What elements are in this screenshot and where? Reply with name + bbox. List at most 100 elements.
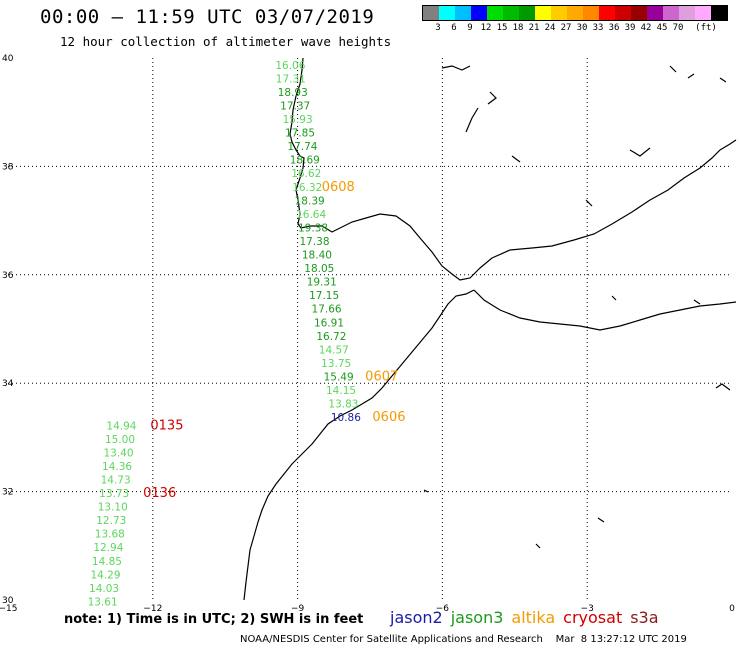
color-scale-swatch xyxy=(647,6,663,20)
color-scale-swatch xyxy=(615,6,631,20)
y-tick-label: 30 xyxy=(2,596,14,606)
color-scale-label: 45 xyxy=(656,23,668,33)
coastline-islands xyxy=(423,295,731,549)
wave-height-value: 15.49 xyxy=(324,371,354,383)
color-scale-swatch xyxy=(503,6,519,20)
satellite-legend: jason2 jason3 altika cryosat s3a xyxy=(390,608,667,627)
wave-height-value: 13.61 xyxy=(88,596,118,608)
wave-height-value: 14.15 xyxy=(326,385,356,397)
wave-height-value: 14.85 xyxy=(92,556,122,568)
color-scale-swatch xyxy=(567,6,583,20)
color-scale-label: 39 xyxy=(624,23,636,33)
wave-height-value: 15.00 xyxy=(105,434,135,446)
color-scale-label: 70 xyxy=(672,23,684,33)
color-scale-label: 3 xyxy=(435,23,441,33)
footer-note: note: 1) Time is in UTC; 2) SWH is in fe… xyxy=(64,612,364,627)
map-grid xyxy=(8,58,732,600)
pass-time-label: 0135 xyxy=(150,418,183,433)
satellite-legend-jason3: jason3 xyxy=(450,608,504,627)
color-scale-swatch xyxy=(631,6,647,20)
satellite-legend-s3a: s3a xyxy=(630,608,659,627)
color-scale-label: (ft) xyxy=(695,23,717,33)
wave-height-value: 15.93 xyxy=(283,114,313,126)
wave-height-value: 14.57 xyxy=(319,344,349,356)
color-scale-swatch xyxy=(551,6,567,20)
wave-height-value: 17.74 xyxy=(287,141,317,153)
wave-height-value: 13.40 xyxy=(103,447,133,459)
color-scale-label: 9 xyxy=(467,23,473,33)
wave-height-value: 17.31 xyxy=(276,73,306,85)
pass-time-label: 0136 xyxy=(143,486,176,501)
wave-height-value: 16.06 xyxy=(275,60,305,72)
color-scale-swatch xyxy=(439,6,455,20)
color-scale-label: 12 xyxy=(480,23,492,33)
x-tick-label: −15 xyxy=(0,604,18,614)
pass-time-labels: 0608 0607 0606 0135 0136 xyxy=(143,180,405,501)
axis-tick-labels: −15 −12 −9 −6 −3 0 40 38 36 34 32 30 xyxy=(0,54,735,614)
wave-height-value: 17.37 xyxy=(280,100,310,112)
color-scale-swatch xyxy=(663,6,679,20)
wave-height-value: 13.10 xyxy=(98,502,128,514)
wave-height-value: 14.03 xyxy=(89,583,119,595)
wave-height-value: 18.05 xyxy=(304,263,334,275)
y-tick-label: 34 xyxy=(2,379,14,389)
coastline-north-africa xyxy=(473,289,737,331)
wave-height-value: 12.94 xyxy=(93,542,123,554)
wave-height-value: 19.38 xyxy=(298,222,328,234)
x-tick-label: −3 xyxy=(581,604,594,614)
wave-height-value: 16.91 xyxy=(314,317,344,329)
x-tick-label: −6 xyxy=(436,604,450,614)
wave-height-value: 14.29 xyxy=(90,569,120,581)
color-scale-label: 27 xyxy=(560,23,572,33)
color-scale-swatch xyxy=(487,6,503,20)
wave-height-value: 17.85 xyxy=(285,128,315,140)
x-tick-label: −9 xyxy=(291,604,305,614)
wave-height-value: 16.72 xyxy=(316,331,346,343)
coastline xyxy=(243,57,737,601)
satellite-legend-altika: altika xyxy=(511,608,556,627)
y-tick-label: 36 xyxy=(2,271,14,281)
wave-height-value: 14.73 xyxy=(101,474,131,486)
wave-height-value: 12.73 xyxy=(96,515,126,527)
wave-height-value: 13.68 xyxy=(95,529,125,541)
wave-height-value: 13.75 xyxy=(321,358,351,370)
wave-height-value: 17.15 xyxy=(309,290,339,302)
wave-height-value: 17.38 xyxy=(299,236,329,248)
color-scale-label: 21 xyxy=(528,23,540,33)
wave-height-value: 18.93 xyxy=(278,87,308,99)
y-tick-label: 40 xyxy=(2,54,14,64)
wave-height-value: 16.62 xyxy=(291,168,321,180)
pass-time-label: 0608 xyxy=(322,180,355,195)
wave-height-value: 19.31 xyxy=(307,277,337,289)
wave-height-value: 17.66 xyxy=(312,304,342,316)
color-scale-swatch xyxy=(471,6,487,20)
wave-height-value: 18.39 xyxy=(295,195,325,207)
color-scale-label: 30 xyxy=(576,23,588,33)
color-scale-swatch xyxy=(423,6,439,20)
color-scale-swatch xyxy=(599,6,615,20)
color-scale-label: 15 xyxy=(496,23,508,33)
color-scale-labels: 3 6 9 12 15 18 21 24 27 30 33 36 39 42 45 70 (ft) xyxy=(422,21,728,35)
color-scale-label: 24 xyxy=(544,23,556,33)
wave-height-value: 18.40 xyxy=(302,250,332,262)
color-scale-swatch xyxy=(679,6,695,20)
satellite-legend-jason2: jason2 xyxy=(390,608,443,627)
color-scale-swatch xyxy=(455,6,471,20)
wave-height-value: 13.73 xyxy=(99,488,129,500)
wave-height-value: 13.83 xyxy=(328,399,358,411)
coastline-iberia-north xyxy=(441,65,727,207)
color-scale-legend: 3 6 9 12 15 18 21 24 27 30 33 36 39 42 45 70 (ft) xyxy=(422,5,728,35)
color-scale-label: 33 xyxy=(592,23,604,33)
page-subtitle: 12 hour collection of altimeter wave hei… xyxy=(60,34,392,49)
x-tick-label: 0 xyxy=(729,604,735,614)
coastline-morocco xyxy=(243,289,475,601)
pass-time-label: 0607 xyxy=(365,369,398,384)
color-scale-label: 36 xyxy=(608,23,620,33)
color-scale-label: 6 xyxy=(451,23,457,33)
pass-time-label: 0606 xyxy=(372,410,405,425)
wave-height-value: 14.94 xyxy=(106,420,136,432)
satellite-legend-cryosat: cryosat xyxy=(563,608,623,627)
y-tick-label: 32 xyxy=(2,488,13,498)
